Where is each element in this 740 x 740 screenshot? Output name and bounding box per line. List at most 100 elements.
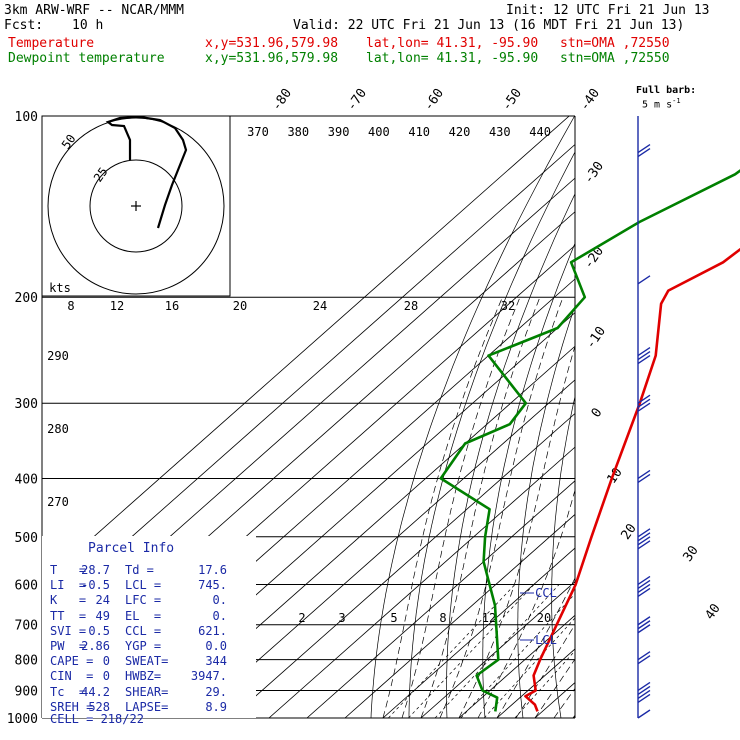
- theta-label: 430: [489, 125, 511, 139]
- moist-adiabat-line: [439, 297, 564, 718]
- dry-adiabat-line: [551, 395, 575, 718]
- dewpoint-legend: Dewpoint temperature: [8, 51, 165, 66]
- wind-barb: [637, 147, 651, 158]
- temperature-tick-top: -80: [269, 86, 295, 114]
- wind-barb: [637, 579, 651, 590]
- isotherm-line: [420, 581, 575, 718]
- ccl-lcl-markers: CCL LCL: [520, 586, 557, 647]
- pressure-label: 1000: [7, 712, 38, 727]
- dry-adiabat-line: [370, 116, 575, 718]
- wind-barb: [637, 655, 651, 665]
- parcel-cell-b: 0: [102, 654, 110, 669]
- dry-adiabat-lines: [370, 116, 740, 718]
- wind-barb: [637, 469, 651, 480]
- pressure-tick-labels: 100 200 300 400 500 600 700 800 900 1000: [7, 110, 38, 727]
- mixing-ratio-label: 3: [338, 611, 345, 625]
- temperature-tick-right: 20: [618, 521, 639, 542]
- parcel-cell-d: 745.: [198, 578, 227, 593]
- hodograph-axis-label: 28: [404, 299, 418, 313]
- forecast-hour: 10 h: [72, 18, 104, 33]
- dry-adiabat-line: [734, 116, 740, 718]
- hodograph-axis-label: 20: [233, 299, 247, 313]
- mixing-ratio-labels: 2 3 5 8 12 20: [298, 611, 551, 625]
- temperature-tick-top: -40: [577, 86, 603, 114]
- parcel-cell-c: SHEAR=: [125, 684, 169, 699]
- temperature-tick-top: -70: [344, 86, 370, 114]
- parcel-cell-c: LCL =: [125, 578, 162, 593]
- wind-barb: [637, 536, 651, 546]
- parcel-cell-c: YGP =: [125, 639, 162, 653]
- parcel-cell-d: 29.: [205, 684, 227, 699]
- hodograph-unit: kts: [49, 281, 71, 295]
- parcel-info-title: Parcel Info: [88, 541, 175, 556]
- parcel-cell-a: T =: [50, 563, 87, 577]
- wind-barb: [637, 575, 651, 586]
- dry-adiabat-line: [706, 116, 740, 718]
- theta-labels: 370 380 390 400 410 420 430 440 290 280 270: [47, 125, 551, 509]
- parcel-cell-b: 49: [95, 608, 110, 623]
- sounding-series: [439, 169, 740, 712]
- parcel-cell-b: 44.2: [81, 684, 110, 699]
- isotherm-line: [649, 116, 740, 718]
- moist-adiabat-line: [553, 687, 575, 718]
- isotherm-line: [230, 412, 575, 718]
- mixing-ratio-label: 2: [298, 611, 305, 625]
- parcel-cell-b: 28.7: [81, 563, 110, 577]
- hodograph-axis-label: 12: [110, 299, 124, 313]
- dry-adiabat-line: [408, 151, 575, 718]
- hodograph-axis-label: 32: [501, 299, 515, 313]
- wind-barb: [637, 354, 651, 365]
- hodograph-ring-label: 25: [91, 165, 111, 185]
- pressure-label: 900: [15, 684, 38, 699]
- parcel-cell-a: CIN =: [50, 669, 94, 684]
- temperature-tick-right: -30: [581, 159, 607, 187]
- dry-adiabat-line: [647, 116, 732, 718]
- isotherm-line: [192, 379, 575, 718]
- barb-title: Full barb:: [636, 85, 697, 96]
- theta-label: 420: [449, 125, 471, 139]
- hodograph-ring-label: 50: [59, 132, 79, 152]
- parcel-cell-b: 0.5: [88, 623, 110, 638]
- wind-barb: [637, 275, 651, 285]
- parcel-cell-d: 0.: [212, 608, 227, 623]
- parcel-cell-b: -0.5: [81, 578, 110, 593]
- temperature-xy: x,y=531.96,579.98: [205, 36, 339, 51]
- dry-adiabat-line: [482, 242, 575, 718]
- moist-adiabat-line: [382, 297, 503, 718]
- parcel-info-background: [42, 536, 256, 718]
- dewpoint-latlon: lat,lon= 41.31, -95.90: [366, 51, 539, 66]
- pressure-label: 700: [15, 619, 38, 634]
- lcl-label: LCL: [535, 633, 557, 647]
- parcel-cell-c: HWBZ=: [125, 669, 162, 684]
- wind-barb: [637, 651, 651, 661]
- wind-barb: [637, 402, 651, 412]
- moist-adiabat-line: [572, 714, 575, 718]
- isotherm-line: [306, 480, 575, 718]
- pressure-label: 200: [15, 291, 38, 306]
- isotherm-line: [458, 614, 575, 718]
- parcel-cell-a: CAPE =: [50, 654, 94, 669]
- pressure-label: 500: [15, 531, 38, 546]
- parcel-cell-d: 621.: [198, 623, 227, 638]
- wind-barb: [637, 398, 651, 408]
- mixing-ratio-label: 5: [390, 611, 397, 625]
- isotherm-line: [154, 345, 575, 718]
- mixing-ratio-line: [388, 584, 516, 718]
- parcel-cell-d: 0.: [212, 593, 227, 608]
- hodograph-axis-label: 8: [67, 299, 74, 313]
- parcel-cell-a: SVI =: [50, 623, 87, 638]
- moist-adiabat-lines: [382, 297, 575, 718]
- parcel-cell-d: 0.0: [205, 639, 227, 653]
- wind-barb: [637, 350, 651, 361]
- wind-barb: [637, 689, 651, 700]
- temperature-tick-right: 30: [680, 543, 701, 564]
- dewpoint-xy: x,y=531.96,579.98: [205, 51, 339, 66]
- theta-label: 440: [529, 125, 551, 139]
- hodograph-trace: [105, 115, 188, 229]
- theta-label: 390: [328, 125, 350, 139]
- parcel-cell-a: Tc =: [50, 684, 87, 699]
- temperature-station: stn=OMA ,72550: [560, 36, 670, 51]
- theta-label-left: 280: [47, 422, 69, 436]
- wind-barb: [637, 620, 651, 630]
